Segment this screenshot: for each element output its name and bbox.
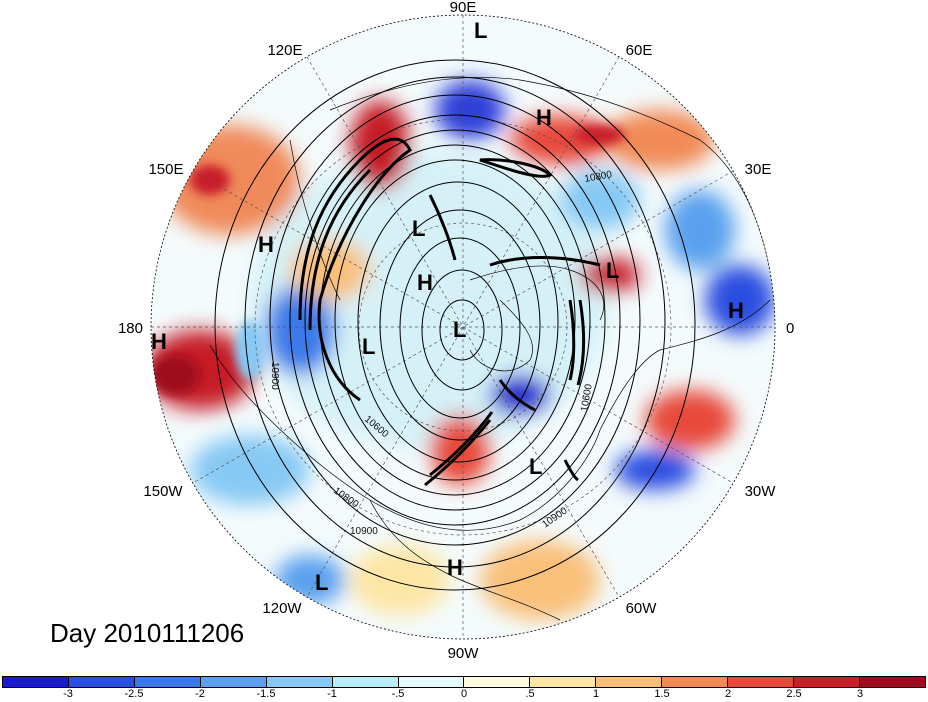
pressure-center: L [453,317,466,342]
pressure-center: L [412,216,425,241]
pressure-center: L [474,18,487,43]
colorbar-tick-label: 2.5 [786,688,802,700]
longitude-label: 60E [626,42,653,59]
pressure-center: H [728,298,744,323]
colorbar-swatch [3,677,69,687]
pressure-center: L [529,454,542,479]
height-contours [214,59,696,591]
longitude-label: 30W [745,483,777,500]
colorbar-tick-label: -1.5 [256,688,276,700]
map-boundary [150,14,776,640]
contour-label: 10900 [350,526,378,537]
pressure-center: H [151,329,167,354]
colorbar-swatch [200,677,267,687]
longitude-label: 30E [745,161,772,178]
colorbar-swatch [794,677,860,687]
colorbar-swatch [134,677,201,687]
colorbar-swatch [332,677,399,687]
pressure-center: L [606,258,619,283]
colorbar-swatch [859,677,925,687]
colorbar-swatch [68,677,135,687]
colorbar-swatch [530,677,597,687]
colorbar-swatch [398,677,465,687]
colorbar-swatch [662,677,729,687]
colorbar-swatch [728,677,795,687]
longitude-label: 60W [626,600,658,617]
pressure-center: H [536,105,552,130]
longitude-label: 90E [450,0,477,16]
pressure-center: L [315,570,328,595]
colorbar-tick-label: -.5 [391,688,405,700]
colorbar-tick-label: 1.5 [654,688,670,700]
colorbar-tick-label: 3 [856,688,864,700]
colorbar-labels: -3 -2.5 -2 -1.5 -1 -.5 0 .5 1 1.5 2 2.5 3 [0,688,928,702]
longitude-label-group: 90E 60E 30E 0 30W 60W 90W 120W 150W 180 … [118,0,794,662]
colorbar-tick-label: 1 [592,688,600,700]
pressure-center: L [362,334,375,359]
colorbar-tick-label: -3 [63,688,73,700]
pressure-center: H [417,270,433,295]
colorbar-swatch [596,677,663,687]
contour-label: 10600 [579,383,595,413]
contour-label: 10800 [584,169,614,185]
pressure-center: H [258,232,274,257]
longitude-label: 150E [148,161,183,178]
contour-label: 10900 [269,362,280,390]
colorbar-swatch [464,677,531,687]
colorbar-tick-label: 2 [724,688,732,700]
jet-contours [298,137,601,487]
day-title: Day 2010111206 [50,618,245,648]
longitude-label: 120E [267,42,302,59]
colorbar [2,676,926,688]
colorbar-tick-label: .5 [525,688,535,700]
colorbar-tick-label: 0 [460,688,468,700]
longitude-label: 0 [786,320,794,337]
longitude-label: 120W [262,600,302,617]
colorbar-tick-label: -2.5 [124,688,144,700]
longitude-label: 150W [143,483,183,500]
graticule [151,15,775,639]
colorbar-tick-label: -2 [195,688,205,700]
pressure-center: H [447,555,463,580]
polar-map: 10800 10900 10600 10900 10800 10900 1060… [118,0,794,662]
colorbar-tick-label: -1 [327,688,337,700]
pressure-center-group: L H H L H L H L L H L H L [151,18,744,595]
longitude-label: 90W [448,645,480,662]
longitude-label: 180 [118,320,143,337]
coastlines [209,77,771,621]
colorbar-swatch [266,677,333,687]
